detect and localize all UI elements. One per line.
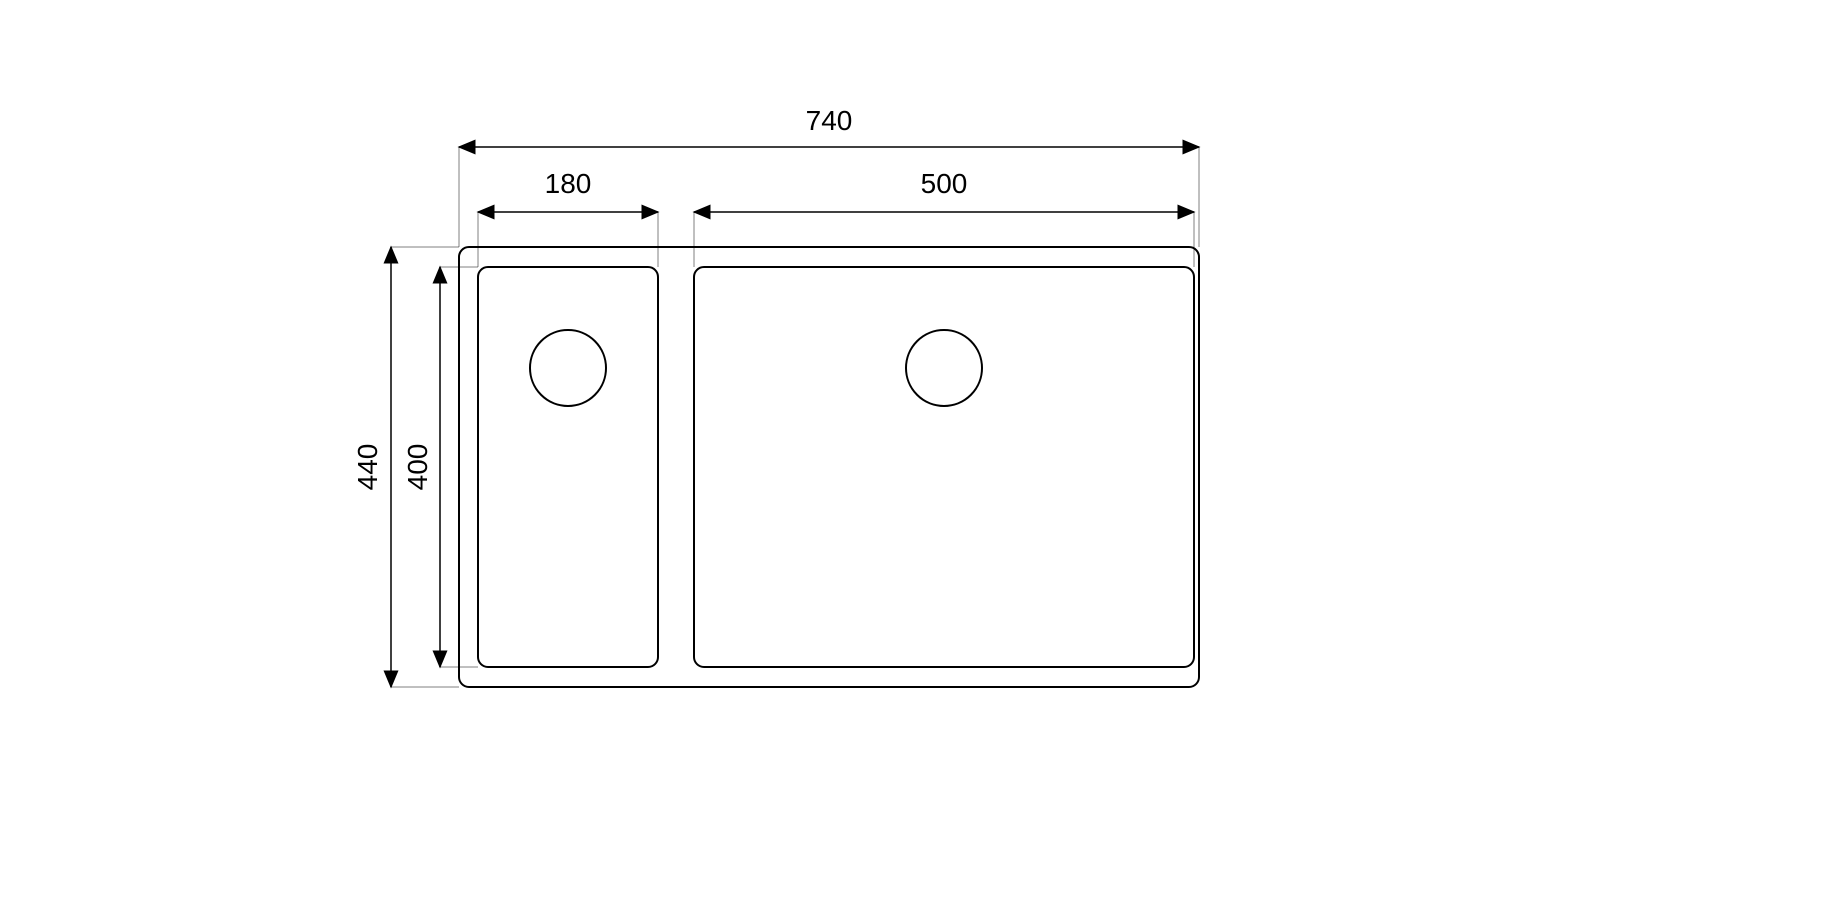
technical-drawing-svg: 740 180 500 440 400 [0, 0, 1848, 924]
diagram-container: 740 180 500 440 400 [0, 0, 1848, 924]
small-drain [530, 330, 606, 406]
large-basin [694, 267, 1194, 667]
dim-740-label: 740 [806, 105, 853, 136]
dim-180-label: 180 [545, 168, 592, 199]
small-basin [478, 267, 658, 667]
dim-400-label: 400 [402, 444, 433, 491]
dim-440-label: 440 [352, 444, 383, 491]
outer-frame [459, 247, 1199, 687]
large-drain [906, 330, 982, 406]
dim-500-label: 500 [921, 168, 968, 199]
